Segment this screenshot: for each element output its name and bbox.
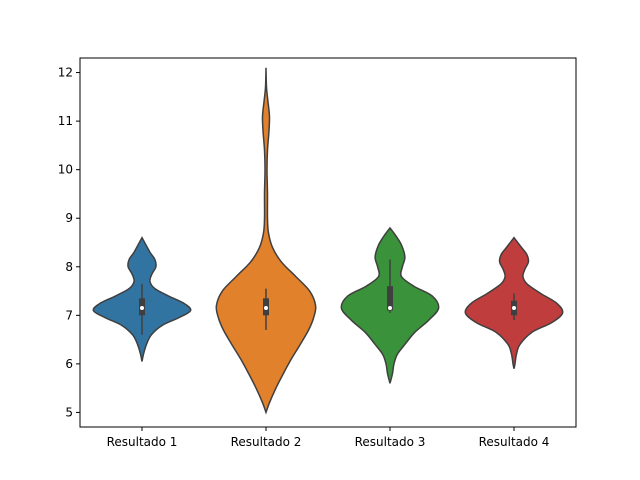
y-axis: 5 6 7 8 9 10 11 12: [58, 66, 80, 419]
violin-median-resultado-1: [140, 306, 144, 311]
y-tick-label-5: 5: [65, 405, 73, 419]
violin-median-resultado-3: [388, 306, 392, 311]
y-tick-label-7: 7: [65, 308, 73, 322]
violin-median-resultado-4: [512, 306, 516, 311]
violin-resultado-4: [464, 236, 564, 369]
violin-resultado-1: [92, 236, 192, 362]
y-tick-label-12: 12: [58, 66, 73, 80]
violin-resultado-2: [215, 67, 317, 415]
y-tick-label-9: 9: [65, 211, 73, 225]
y-tick-label-11: 11: [58, 114, 73, 128]
violin-median-resultado-2: [264, 306, 268, 311]
violin-resultado-3: [340, 226, 440, 384]
violins-group: [92, 67, 564, 415]
violin-body-resultado-2: [215, 67, 317, 415]
violin-iqr-box-resultado-3: [387, 286, 393, 311]
x-tick-label-resultado-2: Resultado 2: [231, 435, 302, 449]
y-tick-label-10: 10: [58, 163, 73, 177]
x-tick-label-resultado-3: Resultado 3: [355, 435, 426, 449]
x-tick-label-resultado-4: Resultado 4: [479, 435, 550, 449]
x-axis: Resultado 1 Resultado 2 Resultado 3 Resulta…: [107, 427, 550, 449]
y-tick-label-6: 6: [65, 357, 73, 371]
x-tick-label-resultado-1: Resultado 1: [107, 435, 178, 449]
plot-frame: [79, 57, 577, 428]
y-tick-label-8: 8: [65, 260, 73, 274]
